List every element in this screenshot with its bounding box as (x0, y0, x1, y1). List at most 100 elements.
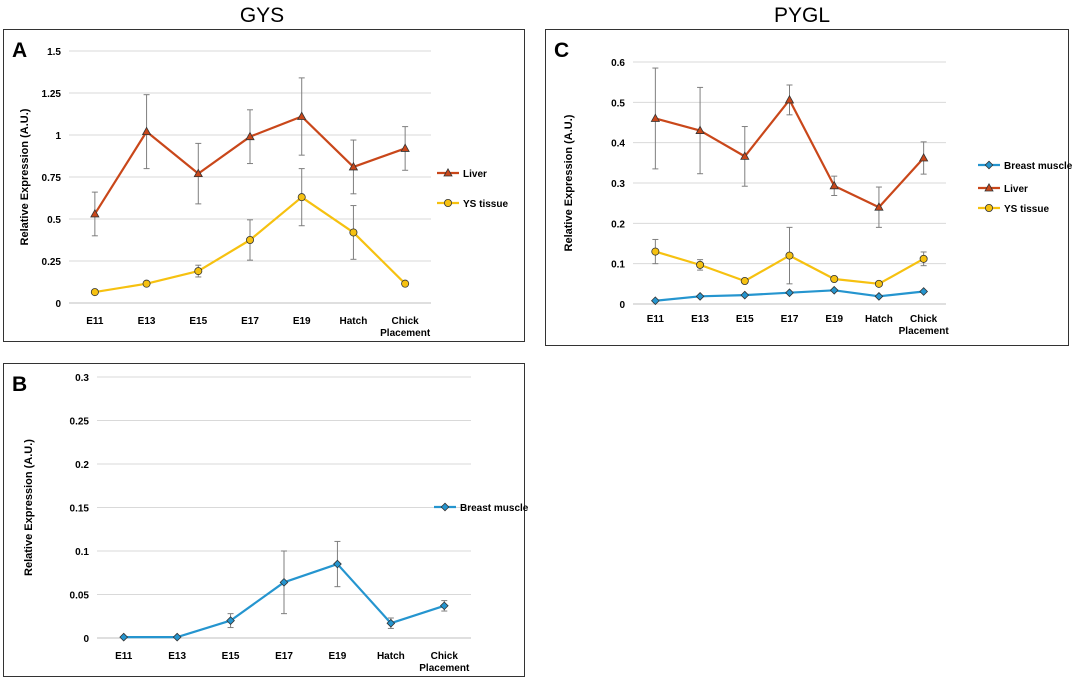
data-point-breast (785, 288, 794, 298)
data-point-ys (919, 254, 928, 263)
x-tick-label: Chick Placement (899, 314, 950, 337)
data-point-breast (226, 616, 235, 625)
series-line-liver (655, 98, 925, 209)
y-tick-label: 0.25 (42, 257, 62, 268)
legend-label-liver: Liver (463, 169, 487, 180)
y-tick-label: 0.5 (47, 215, 61, 226)
y-tick-label: 0.2 (75, 460, 89, 471)
data-point-liver (400, 143, 410, 152)
data-point-ys (401, 279, 410, 288)
data-point-ys (651, 247, 660, 256)
y-tick-label: 0.4 (611, 139, 625, 150)
data-point-ys (142, 279, 151, 288)
data-point-liver (348, 161, 359, 171)
data-point-liver (193, 168, 203, 178)
legend-label-liver: Liver (1004, 184, 1028, 195)
chart-panel-b: B 0 0.05 0.1 0.15 0.2 0.25 0.3 E11 E13 E15 E17 E19 Ha… (3, 363, 529, 677)
data-point-ys (740, 277, 749, 286)
x-tick-label: E19 (329, 651, 347, 662)
y-tick-label: 0.15 (70, 504, 90, 515)
data-point-ys (297, 193, 306, 202)
x-tick-label: E15 (189, 316, 207, 327)
y-tick-label: 0.3 (611, 179, 625, 190)
x-tick-label: E11 (115, 651, 133, 662)
y-tick-label: 0.1 (611, 260, 625, 271)
chart-c-svg: C 0 0.1 0.2 0.3 0.4 0.5 0.6 E11 E13 E15 E17 E19 Hatch… (554, 39, 1072, 337)
pygl-column-title: PYGL (773, 4, 831, 27)
data-point-ys (90, 288, 99, 297)
y-tick-label: 0.6 (611, 58, 625, 69)
legend-marker-ys (984, 203, 993, 212)
y-tick-label: 0.3 (75, 373, 89, 384)
data-point-liver (650, 113, 661, 122)
chart-panel-c: C 0 0.1 0.2 0.3 0.4 0.5 0.6 E11 E13 E15 E17 E19 Hatch… (545, 29, 1072, 346)
data-point-ys (785, 251, 794, 260)
y-axis-title: Relative Expression (A.U.) (563, 114, 575, 251)
y-tick-label: 0.75 (42, 173, 62, 184)
data-point-breast (740, 290, 750, 300)
legend-label-ys: YS tissue (1004, 204, 1049, 215)
data-point-breast (119, 632, 129, 642)
data-point-breast (695, 291, 705, 301)
legend-label-ys: YS tissue (463, 199, 508, 210)
legend-marker-breast (984, 160, 994, 170)
x-tick-label: E13 (138, 316, 156, 327)
x-tick-label: Chick Placement (419, 651, 470, 674)
data-point-breast (279, 577, 289, 587)
x-tick-label: E17 (275, 651, 293, 662)
panel-label: A (12, 39, 27, 62)
y-tick-label: 0.25 (70, 417, 90, 428)
data-point-ys (245, 235, 254, 244)
legend-marker-liver (443, 167, 453, 177)
legend-marker-liver (984, 182, 994, 192)
data-point-ys (696, 260, 705, 269)
x-tick-label: E11 (86, 316, 104, 327)
x-tick-label: Chick Placement (380, 316, 431, 339)
data-point-liver (740, 151, 750, 160)
data-point-ys (874, 279, 883, 288)
data-point-breast (650, 296, 660, 306)
y-tick-label: 1.25 (42, 89, 62, 100)
y-axis-title: Relative Expression (A.U.) (23, 439, 35, 576)
panel-label: C (554, 39, 569, 62)
data-point-breast (829, 285, 839, 295)
x-tick-label: E13 (691, 314, 709, 325)
x-tick-label: E15 (222, 651, 240, 662)
y-tick-label: 0.1 (75, 547, 89, 558)
legend-marker-ys (443, 198, 452, 207)
x-tick-label: Hatch (865, 314, 893, 325)
y-tick-label: 0 (55, 299, 61, 310)
data-point-liver (874, 202, 884, 211)
data-point-liver (784, 94, 795, 104)
data-point-ys (349, 228, 358, 237)
x-tick-label: Hatch (377, 651, 405, 662)
y-tick-label: 0.05 (70, 591, 90, 602)
x-tick-label: E13 (168, 651, 186, 662)
y-tick-label: 0.5 (611, 98, 625, 109)
x-tick-label: E11 (647, 314, 665, 325)
x-tick-label: E15 (736, 314, 754, 325)
chart-a-svg: A 0 0.25 0.5 0.75 1 1.25 1.5 E11 E13 E15 E17 E19 Hatc… (12, 39, 508, 339)
data-point-liver (695, 125, 705, 134)
chart-b-svg: B 0 0.05 0.1 0.15 0.2 0.25 0.3 E11 E13 E15 E17 E19 Ha… (12, 373, 529, 674)
y-tick-label: 0.2 (611, 219, 625, 230)
data-point-breast (919, 287, 929, 296)
x-tick-label: E19 (293, 316, 311, 327)
x-tick-label: E19 (825, 314, 843, 325)
gys-column-title: GYS (239, 4, 285, 27)
data-point-liver (141, 126, 152, 136)
data-point-liver (918, 152, 929, 162)
panel-label: B (12, 373, 27, 396)
data-point-liver (297, 111, 307, 120)
x-tick-label: E17 (781, 314, 799, 325)
data-point-ys (830, 274, 839, 283)
legend-label-breast: Breast muscle (460, 503, 529, 514)
x-tick-label: E17 (241, 316, 259, 327)
legend-label-breast: Breast muscle (1004, 161, 1072, 172)
y-tick-label: 1 (55, 131, 61, 142)
chart-panel-a: A 0 0.25 0.5 0.75 1 1.25 1.5 E11 E13 E15 E17 E19 Hatc… (3, 29, 525, 342)
data-point-breast (386, 618, 396, 628)
data-point-breast (874, 291, 884, 301)
data-point-liver (245, 131, 255, 141)
data-point-breast (172, 632, 182, 642)
